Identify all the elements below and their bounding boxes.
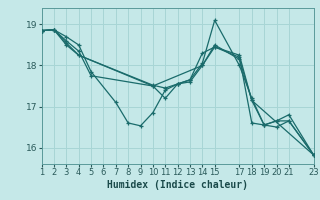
X-axis label: Humidex (Indice chaleur): Humidex (Indice chaleur): [107, 180, 248, 190]
